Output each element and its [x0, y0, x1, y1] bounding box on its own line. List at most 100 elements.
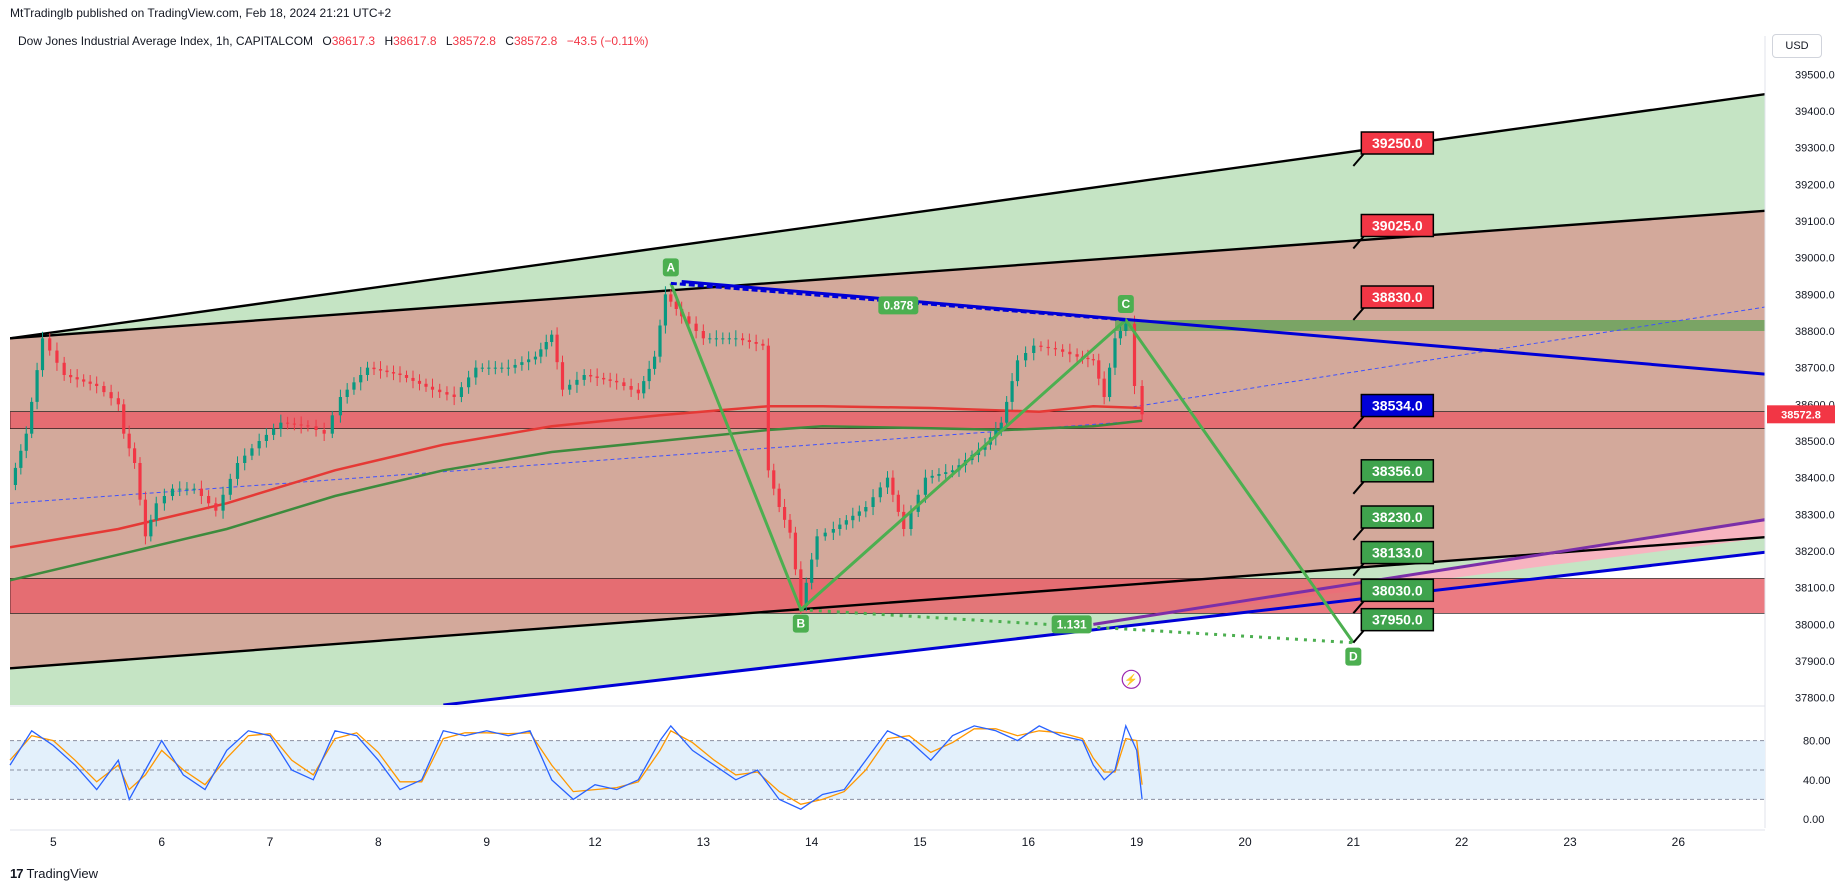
purple-line: [1093, 518, 1765, 626]
point-label-box: [792, 614, 809, 633]
ratio-label-box: [878, 296, 919, 315]
x-tick-12: 12: [588, 835, 602, 849]
y-tick-37800: 37800.0: [1795, 693, 1835, 705]
candle-body: [1086, 357, 1090, 360]
point-label-C: C: [1121, 297, 1130, 311]
candle-body: [937, 474, 941, 476]
candle-body: [741, 338, 745, 341]
candle-body: [359, 375, 363, 383]
candle-body: [500, 367, 504, 369]
candle-body: [417, 380, 422, 384]
candle-body: [459, 387, 463, 397]
candle-body: [338, 397, 343, 416]
candle-body: [878, 487, 882, 498]
candle-body: [857, 511, 861, 516]
candle-body: [615, 380, 619, 383]
candle-body: [823, 532, 827, 537]
dashed-channel-bottom: [10, 420, 1143, 504]
candle-body: [352, 382, 356, 390]
candle-body: [727, 338, 731, 340]
sma-green-line: [10, 419, 1143, 582]
lower-inner-line: [10, 535, 1765, 670]
candle-body: [663, 294, 668, 326]
candle-body: [608, 379, 612, 381]
candle-body: [930, 475, 934, 478]
y-tick-39000: 39000.0: [1795, 253, 1835, 265]
currency-button[interactable]: USD: [1772, 34, 1822, 58]
target-box: [1360, 459, 1435, 483]
ratio-label-box: [1051, 615, 1092, 634]
candle-body: [330, 415, 334, 434]
candle-body: [127, 433, 131, 449]
candle-body: [88, 381, 92, 384]
candle-body: [754, 342, 758, 344]
candle-body: [506, 367, 510, 369]
candle-body: [701, 331, 705, 339]
candle-body: [642, 381, 646, 394]
symbol-legend: Dow Jones Industrial Average Index, 1h, …: [18, 34, 649, 48]
candle-body: [438, 389, 442, 393]
candle-body: [207, 496, 211, 504]
candle-body: [544, 342, 548, 350]
candle-body: [687, 316, 691, 324]
target-label-5: 38230.0: [1372, 509, 1423, 525]
candle-body: [714, 338, 718, 340]
blue-resistance-line: [681, 280, 1765, 376]
candle-body: [250, 448, 254, 456]
candle-body: [391, 372, 396, 374]
candle-body: [404, 375, 409, 378]
candle-body: [116, 398, 120, 405]
candle-body: [891, 477, 895, 495]
candle-body: [810, 559, 814, 583]
y-tick-37900: 37900.0: [1795, 656, 1835, 668]
x-tick-8: 8: [375, 835, 382, 849]
candle-body: [75, 377, 79, 380]
candle-body: [1124, 323, 1128, 331]
point-label-box: [662, 258, 679, 277]
stoch-d-line: [9, 728, 1143, 805]
candle-body: [815, 536, 819, 560]
stoch-y-tick-1: 40.00: [1803, 775, 1831, 787]
candle-body: [772, 470, 776, 489]
x-tick-16: 16: [1022, 835, 1036, 849]
candle-body: [306, 425, 310, 427]
candle-body: [95, 383, 99, 386]
candle-body: [782, 507, 787, 520]
y-tick-38300: 38300.0: [1795, 509, 1835, 521]
candle-body: [467, 377, 471, 388]
candle-body: [669, 294, 673, 302]
target-box: [1360, 505, 1435, 529]
candle-body: [1032, 345, 1036, 353]
main-pane: [10, 92, 1765, 705]
candle-body: [69, 375, 73, 378]
candle-body: [533, 356, 538, 360]
target-box: [1360, 285, 1435, 309]
target-label-4: 38356.0: [1372, 463, 1423, 479]
brand-name: TradingView: [26, 866, 99, 881]
candle-body: [1107, 367, 1112, 397]
candle-body: [214, 503, 218, 511]
candle-body: [257, 441, 261, 449]
open-label: O: [322, 34, 332, 48]
candle-body: [122, 404, 126, 434]
candle-body: [513, 364, 517, 368]
candle-body: [629, 386, 633, 390]
candle-body: [243, 455, 247, 463]
candle-body: [398, 373, 402, 375]
candle-body: [602, 377, 606, 380]
candle-body: [1113, 338, 1117, 368]
high-label: H: [384, 34, 394, 48]
candle-body: [221, 494, 225, 511]
candle-body: [944, 472, 948, 474]
candle-body: [1118, 331, 1123, 339]
candle-body: [994, 430, 998, 438]
candle-body: [292, 423, 296, 425]
last-price-label: 38572.8: [1781, 409, 1821, 421]
target-box: [1360, 578, 1435, 603]
candle-body: [235, 463, 240, 479]
target-label-8: 37950.0: [1372, 612, 1423, 628]
candle-body: [272, 428, 276, 435]
symbol-name[interactable]: Dow Jones Industrial Average Index, 1h, …: [18, 34, 314, 48]
candle-body: [1102, 378, 1106, 397]
